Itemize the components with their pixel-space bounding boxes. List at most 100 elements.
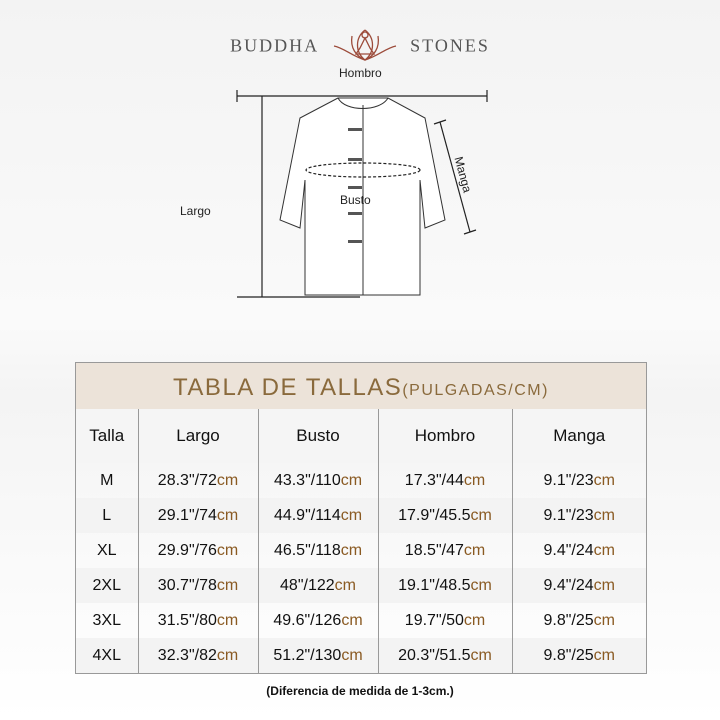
cell-unit: cm bbox=[340, 506, 363, 524]
column-header: Busto bbox=[257, 409, 378, 463]
table-row: 3XL 31.5"/80cm 49.6"/126cm 19.7"/50cm 9.8"/2… bbox=[76, 603, 646, 638]
cell-unit: cm bbox=[341, 646, 363, 664]
title-unit: (PULGADAS/CM) bbox=[402, 382, 549, 399]
cell-value: 9.1"/23 bbox=[543, 506, 594, 524]
table-cell: 49.6"/126cm bbox=[257, 603, 378, 638]
table-cell: 4XL bbox=[76, 638, 138, 673]
table-cell: 44.9"/114cm bbox=[257, 498, 378, 533]
cell-unit: cm bbox=[216, 646, 239, 664]
length-label: Largo bbox=[180, 204, 211, 218]
table-cell: 18.5"/47cm bbox=[377, 533, 512, 568]
table-cell: 32.3"/82cm bbox=[137, 638, 258, 673]
table-cell: 31.5"/80cm bbox=[137, 603, 258, 638]
cell-value: 19.1"/48.5 bbox=[398, 576, 471, 594]
cell-unit: cm bbox=[470, 646, 492, 664]
brand-logo: BUDDHA STONES bbox=[0, 28, 720, 64]
cell-value: 31.5"/80 bbox=[157, 611, 217, 629]
table-row: 2XL 30.7"/78cm 48"/122cm 19.1"/48.5cm 9.4"/2… bbox=[76, 568, 646, 603]
table-row: XL 29.9"/76cm 46.5"/118cm 18.5"/47cm 9.4"/24… bbox=[76, 533, 646, 568]
cell-value: 20.3"/51.5 bbox=[398, 646, 471, 664]
cell-unit: cm bbox=[463, 541, 486, 559]
cell-value: 2XL bbox=[92, 576, 121, 594]
column-header: Largo bbox=[137, 409, 258, 463]
cell-value: 49.6"/126 bbox=[273, 611, 342, 629]
cell-unit: cm bbox=[216, 471, 239, 489]
table-cell: 28.3"/72cm bbox=[137, 463, 258, 498]
cell-value: 9.4"/24 bbox=[543, 541, 594, 559]
table-cell: 43.3"/110cm bbox=[257, 463, 378, 498]
cell-value: 4XL bbox=[92, 646, 121, 664]
table-cell: 9.1"/23cm bbox=[511, 498, 646, 533]
cell-unit: cm bbox=[593, 646, 615, 664]
table-row: 4XL 32.3"/82cm 51.2"/130cm 20.3"/51.5cm 9.8"… bbox=[76, 638, 646, 673]
cell-value: 17.9"/45.5 bbox=[398, 506, 471, 524]
table-row: L 29.1"/74cm 44.9"/114cm 17.9"/45.5cm 9.1"/2… bbox=[76, 498, 646, 533]
brand-right: STONES bbox=[410, 35, 490, 56]
cell-value: 28.3"/72 bbox=[157, 471, 217, 489]
cell-unit: cm bbox=[334, 576, 356, 594]
table-cell: 2XL bbox=[76, 568, 138, 603]
cell-value: XL bbox=[96, 541, 117, 559]
cell-unit: cm bbox=[463, 611, 486, 629]
table-cell: 3XL bbox=[76, 603, 138, 638]
table-cell: 17.9"/45.5cm bbox=[377, 498, 512, 533]
cell-value: 29.1"/74 bbox=[157, 506, 217, 524]
cell-unit: cm bbox=[593, 576, 615, 594]
cell-value: L bbox=[102, 506, 112, 524]
cell-value: 3XL bbox=[92, 611, 121, 629]
measurement-note: (Diferencia de medida de 1-3cm.) bbox=[266, 684, 454, 698]
cell-value: 46.5"/118 bbox=[273, 541, 341, 559]
cell-value: 44.9"/114 bbox=[273, 506, 341, 524]
cell-unit: cm bbox=[216, 506, 239, 524]
shoulder-label: Hombro bbox=[339, 66, 382, 80]
table-cell: M bbox=[76, 463, 138, 498]
cell-unit: cm bbox=[341, 611, 363, 629]
table-cell: 46.5"/118cm bbox=[257, 533, 378, 568]
cell-value: 9.8"/25 bbox=[543, 646, 594, 664]
lotus-icon bbox=[333, 29, 396, 61]
cell-value: 43.3"/110 bbox=[273, 471, 341, 489]
brand-left: BUDDHA bbox=[230, 35, 320, 56]
table-row: M 28.3"/72cm 43.3"/110cm 17.3"/44cm 9.1"/23c… bbox=[76, 463, 646, 498]
title-text: TABLA DE TALLAS bbox=[173, 374, 403, 401]
bust-label: Busto bbox=[340, 193, 371, 207]
cell-unit: cm bbox=[216, 576, 239, 594]
cell-value: 18.5"/47 bbox=[404, 541, 464, 559]
cell-value: 17.3"/44 bbox=[404, 471, 464, 489]
size-chart: TABLA DE TALLAS(PULGADAS/CM) Talla Largo B… bbox=[75, 362, 647, 674]
table-cell: 9.4"/24cm bbox=[511, 568, 646, 603]
table-cell: 30.7"/78cm bbox=[137, 568, 258, 603]
cell-value: 48"/122 bbox=[280, 576, 335, 594]
table-cell: 9.8"/25cm bbox=[511, 603, 646, 638]
cell-unit: cm bbox=[463, 471, 486, 489]
table-cell: 51.2"/130cm bbox=[257, 638, 378, 673]
shirt-diagram bbox=[236, 90, 488, 298]
table-cell: 9.8"/25cm bbox=[511, 638, 646, 673]
cell-value: 19.7"/50 bbox=[404, 611, 464, 629]
cell-unit: cm bbox=[470, 506, 492, 524]
table-cell: 48"/122cm bbox=[257, 568, 378, 603]
table-cell: 19.7"/50cm bbox=[377, 603, 512, 638]
cell-value: 9.8"/25 bbox=[543, 611, 594, 629]
table-cell: 9.4"/24cm bbox=[511, 533, 646, 568]
table-cell: 19.1"/48.5cm bbox=[377, 568, 512, 603]
cell-unit: cm bbox=[593, 541, 615, 559]
cell-value: M bbox=[100, 471, 114, 489]
column-header: Manga bbox=[511, 409, 646, 463]
cell-value: 9.1"/23 bbox=[543, 471, 594, 489]
table-cell: XL bbox=[76, 533, 138, 568]
table-cell: 9.1"/23cm bbox=[511, 463, 646, 498]
cell-unit: cm bbox=[340, 471, 363, 489]
cell-unit: cm bbox=[470, 576, 492, 594]
cell-value: 9.4"/24 bbox=[543, 576, 594, 594]
cell-value: 51.2"/130 bbox=[273, 646, 342, 664]
cell-unit: cm bbox=[216, 541, 239, 559]
cell-unit: cm bbox=[340, 541, 363, 559]
cell-unit: cm bbox=[593, 611, 615, 629]
cell-value: 29.9"/76 bbox=[157, 541, 217, 559]
cell-unit: cm bbox=[593, 506, 615, 524]
table-cell: 29.1"/74cm bbox=[137, 498, 258, 533]
column-header: Hombro bbox=[377, 409, 512, 463]
table-cell: 20.3"/51.5cm bbox=[377, 638, 512, 673]
cell-unit: cm bbox=[216, 611, 239, 629]
